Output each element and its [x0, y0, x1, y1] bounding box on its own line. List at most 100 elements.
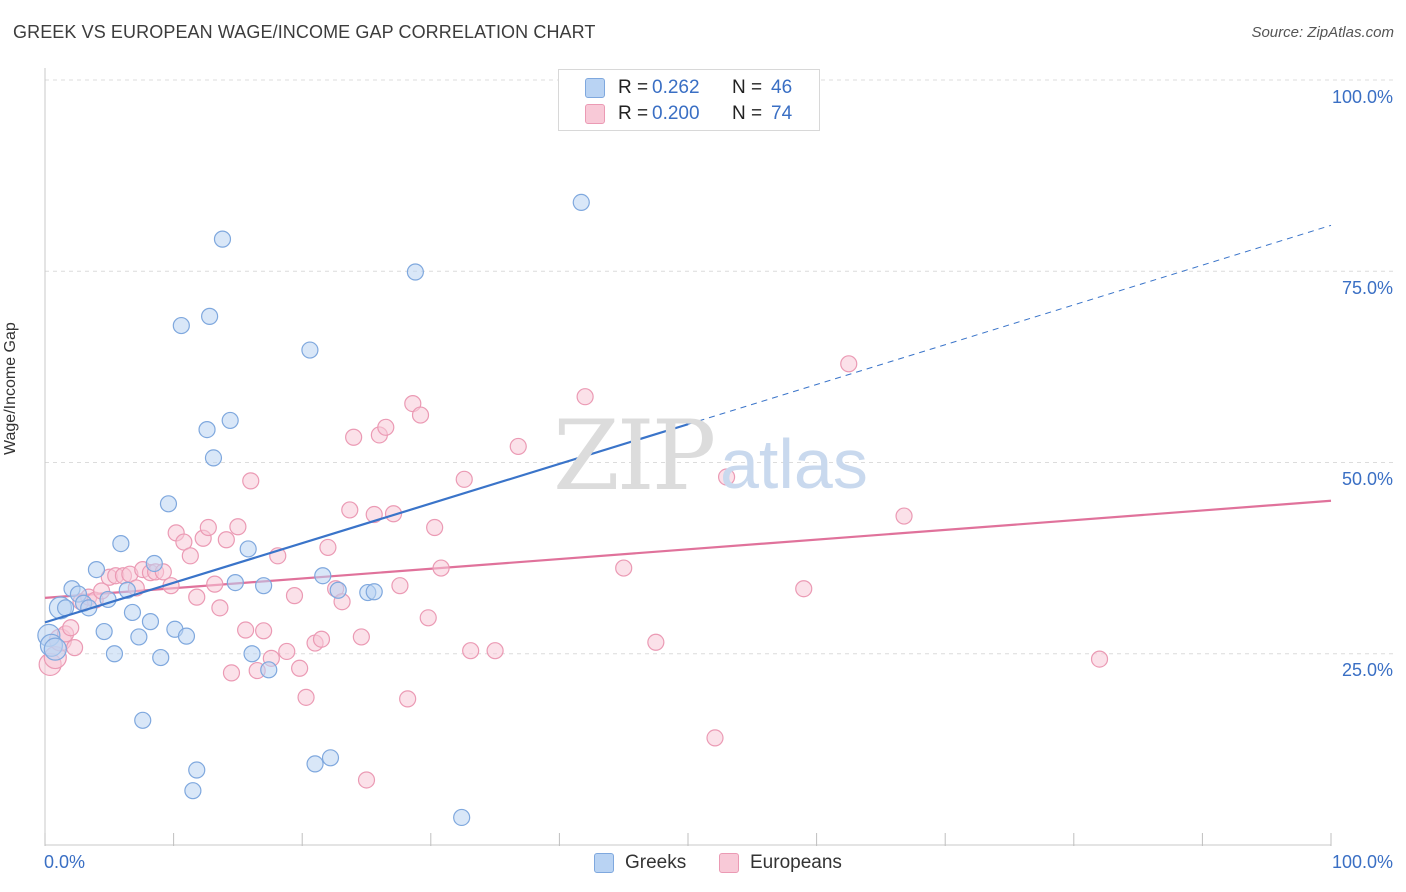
europeans-point	[345, 428, 363, 446]
europeans-point	[840, 355, 858, 373]
legend-r-label: R =	[618, 77, 649, 98]
greeks-swatch	[585, 78, 605, 98]
greeks-point	[255, 577, 273, 595]
europeans-point	[291, 659, 309, 677]
greeks-point	[204, 449, 223, 467]
europeans-point	[419, 609, 437, 627]
greeks-point	[329, 581, 347, 599]
greeks-legend-label: Greeks	[625, 852, 687, 873]
legend-r-value: 0.262	[652, 77, 700, 98]
europeans-legend-swatch	[719, 853, 739, 873]
watermark-zip: ZIP	[553, 400, 716, 512]
chart-title: GREEK VS EUROPEAN WAGE/INCOME GAP CORREL…	[13, 22, 596, 42]
europeans-point	[486, 642, 504, 660]
legend-r-label: R =	[618, 103, 649, 124]
europeans-point	[365, 505, 383, 524]
greeks-point	[201, 307, 219, 325]
greeks-point	[198, 421, 216, 439]
greeks-point	[159, 495, 178, 513]
europeans-point	[341, 501, 359, 519]
europeans-point	[399, 690, 417, 708]
europeans-point	[1090, 650, 1109, 668]
europeans-point	[576, 388, 594, 406]
greeks-point	[572, 193, 590, 211]
y-tick-75: 75.0%	[1341, 278, 1393, 298]
legend-r-value: 0.200	[652, 103, 700, 124]
europeans-point	[278, 642, 296, 661]
greeks-point	[112, 534, 130, 553]
greeks-point	[406, 263, 424, 281]
europeans-point	[229, 518, 247, 536]
greeks-point	[301, 341, 319, 359]
greeks-point	[306, 755, 324, 773]
europeans-point	[188, 588, 206, 606]
greeks-point	[134, 711, 152, 729]
europeans-point	[199, 518, 217, 537]
europeans-point	[217, 531, 235, 549]
europeans-point	[181, 547, 199, 565]
stats-legend: R = 0.262 N = 46 R = 0.200 N = 74	[558, 69, 820, 131]
greeks-point	[152, 648, 170, 667]
europeans-point	[411, 406, 430, 424]
greeks-point	[130, 628, 148, 646]
europeans-point	[206, 575, 224, 593]
europeans-point	[377, 418, 395, 436]
legend-n-value: 46	[771, 77, 793, 98]
europeans-point	[426, 518, 444, 537]
europeans-point	[432, 559, 450, 577]
europeans-point	[285, 587, 304, 605]
europeans-point	[319, 538, 337, 557]
greeks-points	[37, 193, 590, 827]
gridlines	[45, 79, 1394, 655]
chart-source: Source: ZipAtlas.com	[1251, 24, 1394, 41]
greeks-point	[95, 622, 113, 641]
greeks-legend-swatch	[594, 853, 614, 873]
europeans-point	[211, 599, 229, 617]
greeks-point	[314, 567, 332, 585]
y-tick-100: 100.0%	[1331, 87, 1393, 107]
greeks-point	[221, 411, 239, 430]
greeks-point	[141, 613, 160, 631]
europeans-point	[615, 559, 633, 577]
europeans-point	[717, 468, 736, 486]
x-tick-min: 0.0%	[44, 852, 86, 872]
legend-n-value: 74	[771, 103, 793, 124]
greeks-point	[213, 230, 232, 248]
y-axis-label: Wage/Income Gap	[2, 322, 19, 455]
europeans-point	[255, 622, 273, 640]
greeks-point	[43, 637, 67, 661]
europeans-point	[391, 577, 409, 595]
greeks-point	[123, 603, 142, 622]
europeans-point	[384, 505, 403, 523]
greeks-point	[365, 583, 383, 601]
y-tick-25: 25.0%	[1341, 660, 1393, 680]
europeans-point	[509, 437, 527, 456]
europeans-point	[455, 470, 473, 488]
greeks-point	[239, 540, 257, 558]
europeans-point	[462, 642, 480, 660]
greeks-point	[226, 574, 244, 592]
greeks-point	[118, 581, 136, 599]
europeans-point	[175, 533, 193, 551]
greeks-point	[87, 560, 106, 579]
europeans-point	[62, 619, 80, 637]
europeans-point	[222, 664, 241, 682]
europeans-point	[795, 580, 813, 598]
europeans-point	[65, 639, 84, 657]
europeans-point	[237, 621, 255, 639]
europeans-point	[895, 507, 913, 525]
greeks-point	[260, 661, 278, 679]
greeks-point	[243, 645, 261, 663]
watermark-atlas: atlas	[720, 425, 868, 503]
y-tick-50: 50.0%	[1341, 469, 1393, 489]
europeans-point	[352, 628, 370, 646]
europeans-point	[312, 630, 331, 648]
greeks-trendline	[44, 423, 689, 624]
axes	[44, 68, 1332, 846]
greeks-point	[105, 645, 124, 663]
europeans-legend-label: Europeans	[750, 852, 842, 873]
europeans-point	[706, 729, 724, 747]
greeks-trendline-projection	[687, 224, 1332, 425]
europeans-point	[297, 688, 315, 706]
